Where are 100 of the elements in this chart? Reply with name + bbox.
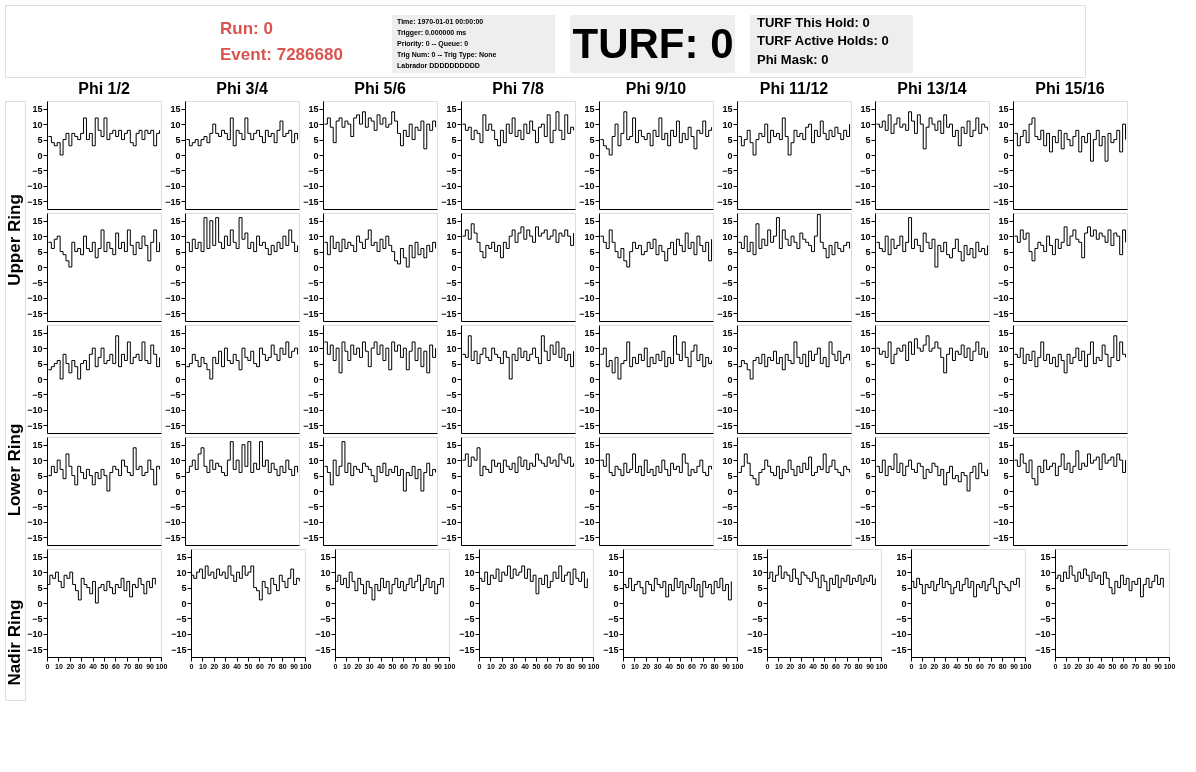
y-tick-label: −5: [998, 389, 1009, 400]
y-tick-label: 15: [584, 216, 595, 227]
y-tick-label: −10: [171, 629, 187, 640]
y-tick-label: −5: [860, 501, 871, 512]
y-tick-label: −15: [165, 532, 181, 543]
y-tick-label: 5: [589, 135, 595, 146]
y-tick-label: 5: [37, 359, 43, 370]
y-tick-label: 15: [446, 216, 457, 227]
y-tick-label: −5: [32, 165, 43, 176]
y-tick-label: −10: [993, 405, 1009, 416]
y-tick-label: 10: [998, 343, 1009, 354]
y-tick-label: −15: [27, 308, 43, 319]
y-tick-label: −15: [441, 196, 457, 207]
y-tick-label: 5: [313, 135, 319, 146]
y-tick-label: 5: [451, 247, 457, 258]
y-tick-label: 0: [181, 598, 187, 609]
chart-title: Phi 1/2: [78, 80, 130, 97]
y-tick-label: 15: [584, 104, 595, 115]
y-tick-label: 5: [451, 471, 457, 482]
y-tick-label: −5: [860, 277, 871, 288]
y-tick-label: −5: [320, 613, 331, 624]
y-tick-label: −15: [579, 308, 595, 319]
y-tick-label: 10: [722, 119, 733, 130]
y-tick-label: −15: [441, 420, 457, 431]
text: Run: 0: [220, 19, 273, 38]
y-tick-label: −5: [32, 613, 43, 624]
y-tick-label: −5: [446, 501, 457, 512]
y-tick-label: 10: [998, 119, 1009, 130]
y-tick-label: 15: [722, 216, 733, 227]
y-tick-label: −15: [891, 644, 907, 655]
y-tick-label: 10: [308, 455, 319, 466]
y-tick-label: −10: [855, 405, 871, 416]
y-tick-label: 10: [722, 455, 733, 466]
y-tick-label: 15: [308, 216, 319, 227]
y-tick-label: 5: [865, 135, 871, 146]
y-tick-label: −5: [998, 165, 1009, 176]
y-tick-label: −10: [165, 293, 181, 304]
y-tick-label: −10: [165, 405, 181, 416]
y-tick-label: −10: [579, 293, 595, 304]
y-tick-label: −10: [441, 293, 457, 304]
y-tick-label: −5: [722, 501, 733, 512]
text: Event: 7286680: [220, 45, 343, 64]
y-tick-label: 15: [998, 216, 1009, 227]
y-tick-label: 10: [308, 343, 319, 354]
y-tick-label: 0: [727, 150, 733, 161]
y-tick-label: 0: [1003, 374, 1009, 385]
y-tick-label: 5: [727, 247, 733, 258]
y-tick-label: 15: [170, 328, 181, 339]
y-tick-label: −15: [459, 644, 475, 655]
y-tick-label: 5: [175, 471, 181, 482]
y-tick-label: 15: [308, 328, 319, 339]
y-tick-label: −10: [441, 405, 457, 416]
y-tick-label: −5: [722, 389, 733, 400]
y-tick-label: 15: [584, 440, 595, 451]
y-tick-label: −15: [993, 196, 1009, 207]
y-tick-label: −5: [446, 165, 457, 176]
y-tick-label: 0: [589, 262, 595, 273]
y-tick-label: 15: [32, 216, 43, 227]
y-tick-label: 10: [170, 455, 181, 466]
y-tick-label: 15: [170, 440, 181, 451]
y-tick-label: 0: [589, 150, 595, 161]
y-tick-label: 10: [446, 119, 457, 130]
y-tick-label: 10: [860, 455, 871, 466]
y-tick-label: 15: [584, 328, 595, 339]
y-tick-label: 10: [860, 231, 871, 242]
y-tick-label: 0: [613, 598, 619, 609]
y-tick-label: −15: [165, 420, 181, 431]
text: Phi Mask: 0: [757, 52, 829, 67]
y-tick-label: 10: [860, 343, 871, 354]
y-tick-label: 15: [446, 104, 457, 115]
y-tick-label: −10: [27, 181, 43, 192]
y-tick-label: 15: [998, 440, 1009, 451]
y-tick-label: 0: [313, 486, 319, 497]
y-tick-label: 10: [170, 119, 181, 130]
y-tick-label: 5: [727, 135, 733, 146]
chart-title: Phi 11/12: [759, 80, 829, 97]
y-tick-label: −15: [993, 308, 1009, 319]
y-tick-label: −15: [171, 644, 187, 655]
y-tick-label: −15: [717, 308, 733, 319]
y-tick-label: 0: [175, 486, 181, 497]
y-tick-label: 0: [727, 374, 733, 385]
y-tick-label: −15: [855, 420, 871, 431]
y-tick-label: 10: [170, 343, 181, 354]
y-tick-label: 5: [1003, 359, 1009, 370]
y-axis-title: Lower Ring: [5, 423, 24, 517]
y-tick-label: 5: [727, 359, 733, 370]
y-tick-label: −10: [303, 181, 319, 192]
y-tick-label: −5: [752, 613, 763, 624]
y-tick-label: −5: [170, 389, 181, 400]
y-tick-label: −15: [303, 532, 319, 543]
y-tick-label: 10: [584, 455, 595, 466]
y-tick-label: 0: [175, 374, 181, 385]
y-tick-label: 0: [727, 486, 733, 497]
y-tick-label: 0: [1045, 598, 1051, 609]
y-tick-label: 10: [446, 231, 457, 242]
y-tick-label: 15: [170, 216, 181, 227]
y-tick-label: 5: [325, 583, 331, 594]
y-tick-label: −5: [608, 613, 619, 624]
y-tick-label: 10: [584, 343, 595, 354]
y-tick-label: 5: [865, 359, 871, 370]
